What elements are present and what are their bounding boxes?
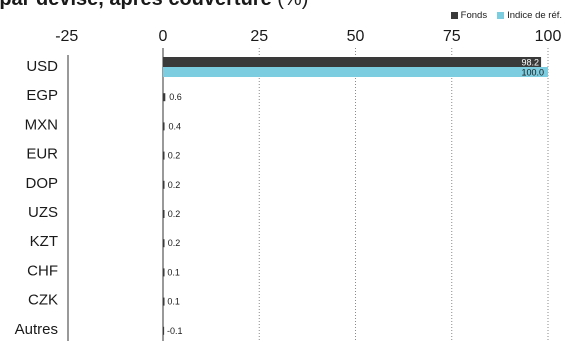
- category-label: DOP: [25, 175, 58, 192]
- data-label-fonds: -0.1: [167, 326, 183, 336]
- category-label: KZT: [30, 233, 58, 250]
- x-tick-label: -25: [55, 28, 78, 45]
- bar-fonds-kzt: [163, 239, 165, 248]
- category-label: EGP: [26, 87, 58, 104]
- legend-item-indice: Indice de réf.: [497, 10, 562, 21]
- legend-label-fonds: Fonds: [460, 10, 488, 21]
- bar-fonds-eur: [163, 151, 165, 160]
- data-label-fonds: 0.4: [169, 121, 182, 131]
- data-label-fonds: 0.2: [168, 238, 181, 248]
- chart-title-main: r par devise, après couverture: [0, 0, 272, 10]
- chart-legend: Fonds Indice de réf.: [450, 10, 562, 21]
- x-tick-label: 25: [250, 28, 268, 45]
- category-label: CZK: [28, 292, 58, 309]
- legend-label-indice: Indice de réf.: [507, 10, 562, 21]
- x-tick-label: 75: [443, 28, 461, 45]
- category-label: CHF: [27, 262, 58, 279]
- legend-item-fonds: Fonds: [450, 10, 488, 21]
- chart-title-unit: (%): [272, 0, 308, 10]
- data-label-fonds: 0.1: [167, 267, 180, 277]
- data-label-fonds: 98.2: [522, 58, 540, 68]
- category-label: MXN: [25, 116, 58, 133]
- data-label-fonds: 0.2: [168, 209, 181, 219]
- bar-fonds-usd: [163, 57, 542, 67]
- bar-indice-usd: [163, 67, 548, 77]
- data-label-fonds: 0.2: [168, 151, 181, 161]
- bar-fonds-mxn: [163, 122, 165, 131]
- category-label: UZS: [28, 204, 58, 221]
- bar-fonds-uzs: [163, 210, 165, 218]
- data-label-indice: 100.0: [521, 68, 544, 78]
- legend-swatch-fonds: [450, 12, 458, 19]
- x-tick-label: 50: [347, 28, 365, 45]
- bar-fonds-czk: [163, 297, 165, 306]
- category-label: EUR: [26, 146, 58, 163]
- legend-swatch-indice: [497, 12, 505, 19]
- chart-title: r par devise, après couverture (%): [0, 0, 308, 11]
- data-label-fonds: 0.6: [169, 92, 182, 102]
- bar-fonds-autres: [162, 326, 165, 335]
- data-label-fonds: 0.2: [168, 180, 181, 190]
- x-tick-label: 100: [535, 28, 562, 45]
- x-tick-label: 0: [159, 28, 168, 45]
- category-label: Autres: [15, 321, 58, 338]
- bar-fonds-chf: [163, 268, 165, 277]
- data-label-fonds: 0.1: [167, 297, 180, 307]
- category-label: USD: [26, 58, 58, 75]
- bar-fonds-dop: [163, 180, 165, 189]
- bar-fonds-egp: [163, 93, 166, 102]
